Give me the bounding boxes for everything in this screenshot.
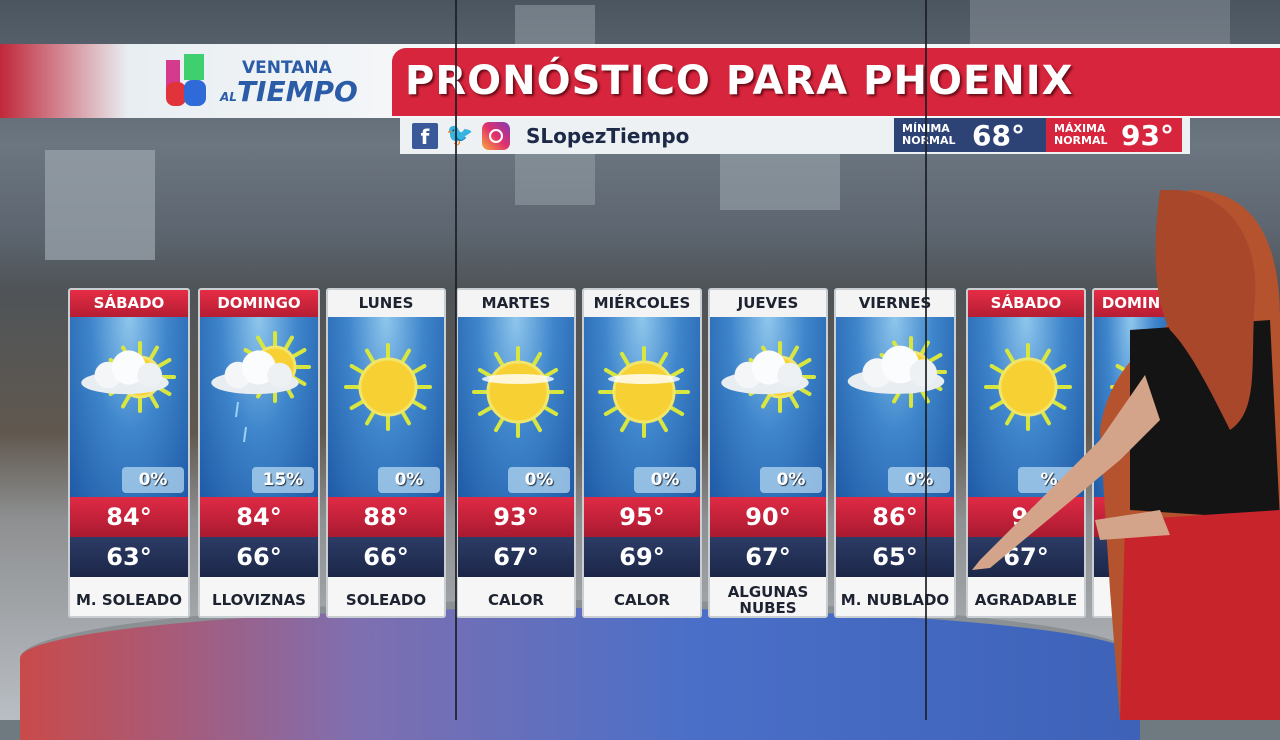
sun-icon [472,346,564,438]
low-temp: 65° [836,537,954,577]
hot-sun-icon [472,346,564,438]
condition-label: M. NUBLADO [836,577,954,616]
sunny-icon [344,343,432,431]
univision-logo-icon [166,54,206,106]
instagram-icon [482,122,510,150]
precip-chance: 0% [888,467,950,493]
forecast-day-card: VIERNES 0% 86° 65° M. NUBLADO [834,288,956,618]
high-temp: 90° [710,497,826,537]
sunny-icon [984,343,1072,431]
normal-maximum: MÁXIMA NORMAL 93° [1046,118,1182,152]
weather-icon-panel: % [968,317,1084,497]
condition-label: SOLEADO [328,577,444,616]
logo-line1: VENTANA [242,58,332,78]
normal-min-label: MÍNIMA NORMAL [902,123,956,147]
forecast-day-card: LUNES 0% 88° 66° SOLEADO [326,288,446,618]
facebook-icon: f [412,123,438,149]
condition-label: LLOVIZNAS [200,577,318,616]
low-temp: 67° [710,537,826,577]
weather-icon-panel: 15% [200,317,318,497]
day-label: VIERNES [836,290,954,317]
day-label: MARTES [458,290,574,317]
background-building [45,150,155,260]
normal-max-label: MÁXIMA NORMAL [1054,122,1108,147]
hot-sun-icon [598,346,690,438]
background-building [720,150,840,210]
precip-chance: 15% [252,467,314,493]
day-label: JUEVES [710,290,826,317]
ventana-al-tiempo-logo: VENTANA ALTIEMPO [162,54,392,112]
forecast-day-card: MIÉRCOLES 0% 95° 69° CALOR [582,288,702,618]
low-temp: 66° [328,537,444,577]
low-temp: 66° [200,537,318,577]
high-temp: 95° [584,497,700,537]
studio-frame-divider [455,0,457,720]
high-temp: 84° [70,497,188,537]
condition-label: ALGUNAS NUBES [710,577,826,616]
studio-frame-divider [925,0,927,720]
twitter-icon: 🐦 [446,123,474,148]
title-bar [392,48,1280,116]
social-row: f 🐦 SLopezTiempo [412,122,689,150]
sun-icon [598,346,690,438]
high-temp: 88° [328,497,444,537]
social-handle: SLopezTiempo [526,124,690,148]
weather-icon-panel: 0% [710,317,826,497]
forecast-day-card: JUEVES 0% 90° 67° ALGUNAS NUBES [708,288,828,618]
low-temp: 69° [584,537,700,577]
condition-label: AGRADABLE [968,577,1084,616]
forecast-day-card: DOMINGO 15% 84° 66° LLOVIZNAS [198,288,320,618]
normal-min-value: 68° [972,118,1025,152]
cloud-icon [211,350,299,395]
day-label: MIÉRCOLES [584,290,700,317]
mostly-cloudy-icon [847,336,947,408]
condition-label: CALOR [584,577,700,616]
low-temp: 67° [458,537,574,577]
partly-cloudy-icon [81,341,176,413]
precip-chance: 0% [634,467,696,493]
high-temp: 84° [200,497,318,537]
normal-max-value: 93° [1121,118,1174,152]
haze-icon [608,374,680,384]
logo-line2: TIEMPO [236,75,358,108]
normal-minimum: MÍNIMA NORMAL 68° [894,118,1046,152]
cloud-icon [721,350,809,395]
sun-icon [984,343,1072,431]
condition-label: CALOR [458,577,574,616]
high-temp: 93° [458,497,574,537]
presenter [972,190,1280,720]
partly-cloudy-icon [721,341,816,413]
drizzle-icon [211,331,311,443]
day-label: SÁBADO [968,290,1084,317]
day-label: SÁBADO [70,290,188,317]
day-label: DOMINGO [200,290,318,317]
forecast-day-card: SÁBADO 0% 84° 63° M. SOLEADO [68,288,190,618]
rain-icon [235,401,247,443]
precip-chance: 0% [378,467,440,493]
haze-icon [482,374,554,384]
weather-icon-panel: 0% [328,317,444,497]
precip-chance: 0% [508,467,570,493]
cloud-icon [81,350,169,395]
sun-icon [344,343,432,431]
weather-icon-panel: 0% [836,317,954,497]
background-building [970,0,1230,45]
page-title: PRONÓSTICO PARA PHOENIX [405,58,1074,104]
day-label: DOMIN [1094,290,1168,317]
cloud-icon [847,345,945,394]
logo-al: AL [220,90,237,104]
weather-icon-panel: 0% [70,317,188,497]
studio-floor [20,600,1140,740]
low-temp: 63° [70,537,188,577]
forecast-day-card: MARTES 0% 93° 67° CALOR [456,288,576,618]
high-temp: 86° [836,497,954,537]
precip-chance: 0% [760,467,822,493]
condition-label: M. SOLEADO [70,577,188,616]
low-temp: 67° [968,537,1084,577]
precip-chance: 0% [122,467,184,493]
weather-icon-panel: 0% [458,317,574,497]
weather-icon-panel: 0% [584,317,700,497]
day-label: LUNES [328,290,444,317]
